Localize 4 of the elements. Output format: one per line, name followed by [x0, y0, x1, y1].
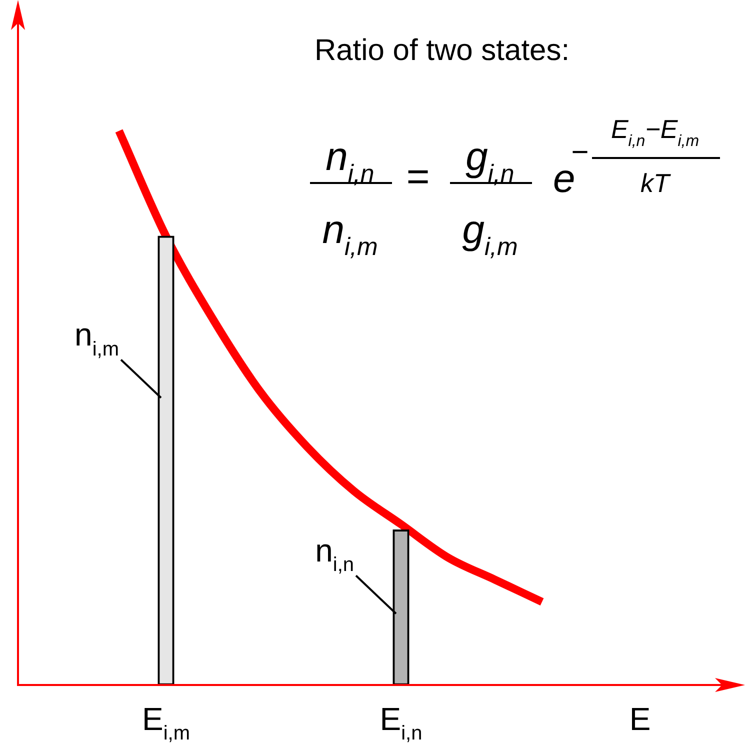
- chart-title: Ratio of two states:: [314, 34, 570, 67]
- annotation: kT: [640, 168, 672, 198]
- annotation: =: [406, 155, 430, 199]
- x-axis-title: E: [629, 701, 651, 737]
